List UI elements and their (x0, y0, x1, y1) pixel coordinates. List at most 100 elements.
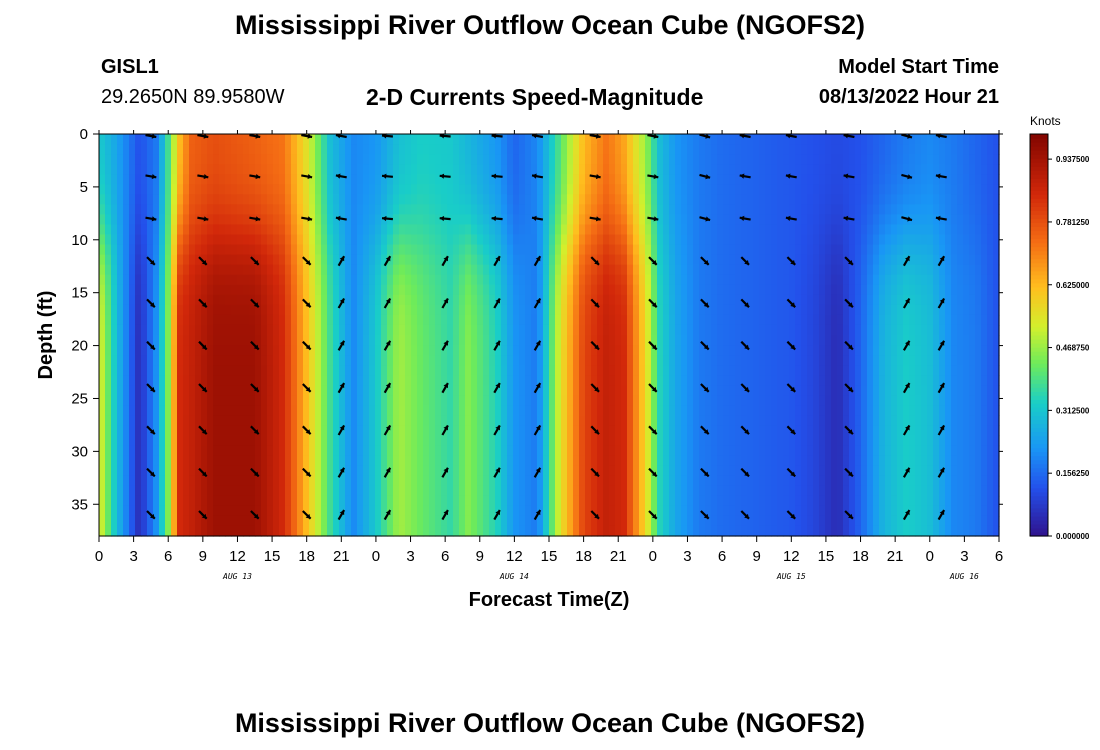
heat-cell (321, 375, 328, 386)
heat-cell (687, 335, 694, 346)
heat-cell (735, 294, 742, 306)
heat-cell (429, 375, 436, 386)
heat-cell (843, 445, 850, 457)
heat-cell (813, 284, 820, 296)
heat-cell (573, 525, 580, 537)
heat-cell (777, 415, 784, 427)
heat-cell (675, 234, 682, 246)
heat-cell (405, 214, 412, 226)
heat-cell (417, 224, 424, 236)
heat-cell (411, 335, 418, 346)
heat-cell (117, 415, 124, 427)
heat-cell (837, 505, 844, 517)
heat-cell (501, 465, 508, 477)
heat-cell (759, 435, 766, 447)
heat-cell (633, 144, 640, 155)
heat-cell (753, 134, 760, 145)
heat-cell (339, 204, 346, 215)
heat-cell (273, 445, 280, 457)
heat-cell (753, 184, 760, 195)
heat-cell (429, 455, 436, 467)
heat-cell (327, 204, 334, 215)
heat-cell (225, 505, 232, 517)
heat-cell (519, 144, 526, 155)
heat-cell (561, 375, 568, 386)
heat-cell (681, 385, 688, 396)
heat-cell (747, 234, 754, 246)
heat-cell (405, 445, 412, 457)
heat-cell (783, 294, 790, 306)
heat-cell (663, 455, 670, 467)
heat-cell (147, 214, 154, 226)
heat-cell (825, 254, 832, 266)
heat-cell (129, 144, 136, 155)
heat-cell (285, 314, 292, 326)
heat-cell (717, 294, 724, 306)
heat-cell (561, 455, 568, 467)
heat-cell (813, 495, 820, 507)
heat-cell (243, 284, 250, 296)
heat-cell (813, 415, 820, 427)
heat-cell (669, 194, 676, 205)
heat-cell (729, 144, 736, 155)
heat-cell (741, 144, 748, 155)
heat-cell (747, 335, 754, 346)
heat-cell (615, 254, 622, 266)
heat-cell (429, 355, 436, 366)
heat-cell (813, 304, 820, 316)
heat-cell (363, 505, 370, 517)
heat-cell (531, 204, 538, 215)
heat-cell (381, 274, 388, 286)
heat-cell (543, 304, 550, 316)
heat-cell (747, 485, 754, 497)
heat-cell (801, 204, 808, 215)
heat-cell (459, 324, 466, 336)
heat-cell (303, 234, 310, 246)
heat-cell (783, 284, 790, 296)
heat-cell (447, 485, 454, 497)
heat-cell (291, 144, 298, 155)
heat-cell (813, 425, 820, 437)
heat-cell (621, 505, 628, 517)
heat-cell (435, 284, 442, 296)
heat-cell (549, 174, 556, 185)
heat-cell (297, 525, 304, 537)
heat-cell (639, 314, 646, 326)
heat-cell (123, 475, 130, 487)
heat-cell (507, 164, 514, 175)
heat-cell (411, 385, 418, 396)
heat-cell (339, 234, 346, 246)
heat-cell (285, 304, 292, 316)
heat-cell (801, 485, 808, 497)
heat-cell (645, 385, 652, 396)
heat-cell (747, 405, 754, 416)
heat-cell (741, 435, 748, 447)
heat-cell (117, 224, 124, 236)
heat-cell (189, 134, 196, 145)
heat-cell (237, 405, 244, 416)
heat-cell (747, 314, 754, 326)
heat-cell (447, 365, 454, 376)
heat-cell (213, 405, 220, 416)
heat-cell (681, 475, 688, 487)
heat-cell (231, 425, 238, 437)
heat-cell (297, 194, 304, 205)
heat-cell (693, 184, 700, 195)
heat-cell (735, 154, 742, 165)
heat-cell (729, 475, 736, 487)
heat-cell (525, 254, 532, 266)
heat-cell (375, 254, 382, 266)
heat-cell (405, 455, 412, 467)
heat-cell (837, 184, 844, 195)
heat-cell (357, 264, 364, 276)
heat-cell (321, 214, 328, 226)
heat-cell (507, 134, 514, 145)
heat-cell (219, 174, 226, 185)
heat-cell (333, 485, 340, 497)
heat-cell (345, 515, 352, 527)
heat-cell (237, 445, 244, 457)
heat-cell (579, 495, 586, 507)
heat-cell (189, 274, 196, 286)
heat-cell (99, 224, 106, 236)
heat-cell (189, 194, 196, 205)
